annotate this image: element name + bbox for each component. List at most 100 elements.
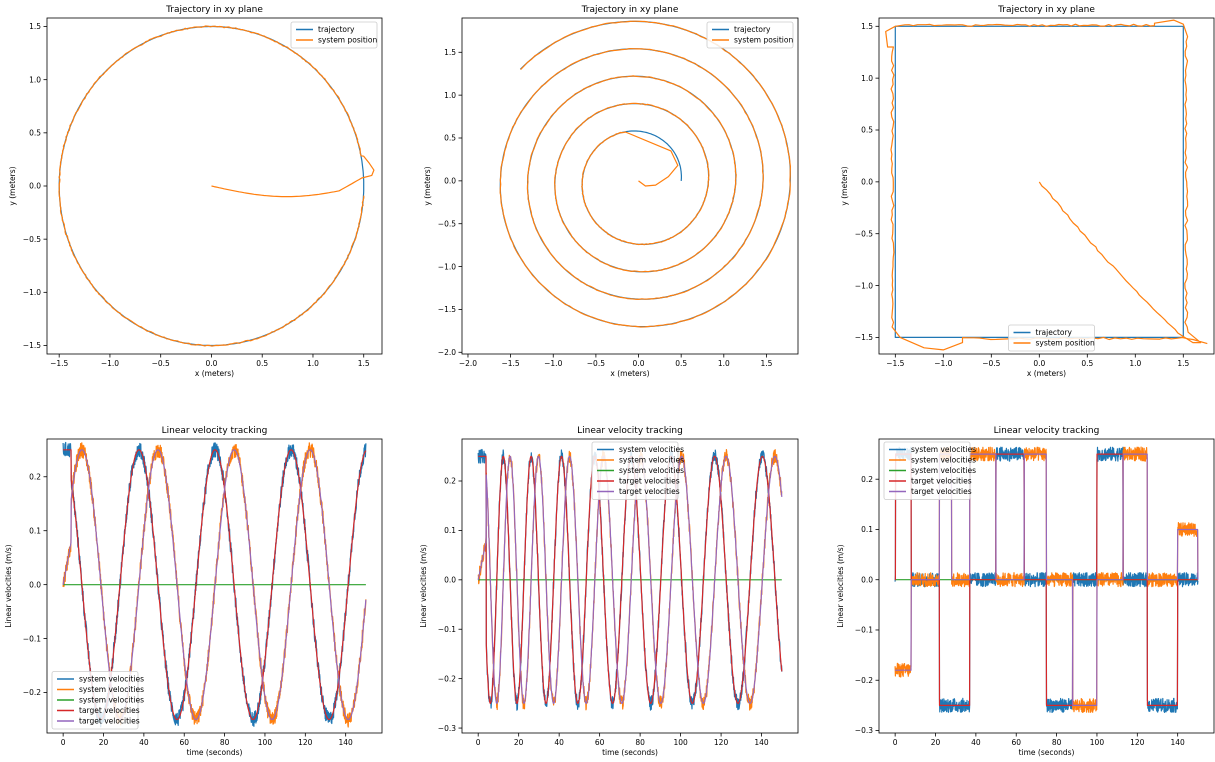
x-tick-label: 1.0 — [718, 359, 730, 368]
x-tick-label: 60 — [1011, 738, 1021, 747]
x-tick-label: 140 — [339, 738, 354, 747]
x-tick-label: 0.5 — [1081, 359, 1093, 368]
chart-panel-3: −1.5 −1.0 −0.5 0.0 0.5 1.0 1.5 −1.5 −1.0 −0.5 0.0 0… — [840, 5, 1215, 378]
y-axis-label: Linear velocities (m/s) — [4, 544, 13, 627]
legend-label: system velocities — [911, 456, 976, 465]
y-tick-label: 0.0 — [444, 576, 456, 585]
legend-label: target velocities — [911, 477, 972, 486]
plot-area — [885, 19, 1208, 351]
x-tick-label: 80 — [635, 738, 645, 747]
legend-label: trajectory — [1036, 328, 1073, 337]
trajectory-line — [499, 20, 791, 328]
y-tick-label: 1.0 — [29, 75, 41, 84]
legend-box — [591, 441, 679, 500]
y-tick-label: −0.1 — [855, 626, 873, 635]
plot-area — [499, 20, 791, 328]
x-tick-label: 120 — [1130, 738, 1145, 747]
y-tick-label: 0.1 — [444, 526, 456, 535]
target-velocities-line-1 — [894, 453, 1199, 706]
axes-frame — [461, 438, 799, 734]
x-tick-label: 0 — [893, 738, 898, 747]
trajectory-line — [58, 25, 365, 347]
legend-label: trajectory — [318, 25, 355, 34]
legend-label: system position — [734, 36, 793, 45]
plot-area — [58, 25, 375, 347]
y-tick-label: −0.2 — [438, 674, 456, 683]
y-tick-label: −1.5 — [23, 341, 41, 350]
legend-label: target velocities — [79, 706, 140, 715]
target-velocities-line-1 — [62, 449, 367, 721]
legend: trajectory system position — [1008, 324, 1095, 352]
y-tick-label: 0.5 — [29, 129, 41, 138]
chart-title: Trajectory in xy plane — [581, 5, 679, 15]
x-axis-label: x (meters) — [610, 369, 649, 378]
chart-title: Trajectory in xy plane — [997, 5, 1095, 15]
x-tick-label: 120 — [298, 738, 313, 747]
y-tick-label: −0.3 — [855, 726, 873, 735]
chart-title: Linear velocity tracking — [577, 426, 683, 436]
x-tick-label: 1.5 — [760, 359, 772, 368]
chart-panel-5: 0 20 40 60 80 100 120 140 −0.3 −0.2 −0.1 0.0 0.1 0.2 L… — [419, 426, 799, 757]
chart-panel-1: −1.5 −1.0 −0.5 0.0 0.5 1.0 1.5 −1.5 −1.0 −0.5 0.0 0… — [8, 5, 383, 378]
y-tick-label: −1.0 — [855, 281, 873, 290]
x-tick-label: 0.0 — [205, 359, 217, 368]
legend-label: target velocities — [911, 487, 972, 496]
x-tick-label: −1.5 — [501, 359, 519, 368]
legend-label: system velocities — [79, 696, 144, 705]
legend-label: system velocities — [79, 675, 144, 684]
x-tick-label: 0.0 — [1033, 359, 1045, 368]
target-velocities-line-2 — [477, 455, 783, 704]
x-tick-label: −1.5 — [886, 359, 904, 368]
y-tick-label: −1.0 — [438, 262, 456, 271]
legend: trajectory system position — [290, 21, 378, 49]
y-tick-label: 1.0 — [861, 74, 873, 83]
y-tick-label: −0.5 — [855, 229, 873, 238]
y-tick-label: −1.5 — [855, 333, 873, 342]
y-tick-label: 1.0 — [444, 91, 456, 100]
legend-label: system position — [318, 36, 377, 45]
x-tick-label: 1.5 — [1177, 359, 1189, 368]
x-tick-label: 40 — [139, 738, 149, 747]
x-axis-label: x (meters) — [195, 369, 234, 378]
trajectory-line — [894, 25, 1184, 338]
y-tick-label: −0.2 — [855, 676, 873, 685]
x-tick-label: 140 — [1171, 738, 1186, 747]
x-tick-label: 40 — [971, 738, 981, 747]
y-tick-label: 0.2 — [861, 475, 873, 484]
x-tick-label: −1.0 — [934, 359, 952, 368]
legend-label: system velocities — [911, 445, 976, 454]
x-tick-label: 60 — [179, 738, 189, 747]
x-tick-label: 0 — [476, 738, 481, 747]
x-tick-label: 0.5 — [675, 359, 687, 368]
x-tick-label: 20 — [514, 738, 524, 747]
x-tick-label: −1.0 — [544, 359, 562, 368]
y-tick-label: 0.0 — [861, 178, 873, 187]
system-position-line — [499, 20, 791, 328]
y-tick-label: 0.0 — [861, 575, 873, 584]
y-axis-label: y (meters) — [840, 166, 849, 205]
legend-label: system velocities — [619, 466, 684, 475]
x-tick-label: 80 — [1052, 738, 1062, 747]
x-tick-label: 100 — [1090, 738, 1105, 747]
x-axis-label: time (seconds) — [187, 748, 243, 757]
y-tick-label: −0.3 — [438, 724, 456, 733]
legend-label: system velocities — [619, 445, 684, 454]
y-axis-label: y (meters) — [423, 166, 432, 205]
y-tick-label: −0.1 — [438, 625, 456, 634]
x-tick-label: 1.0 — [307, 359, 319, 368]
legend: trajectory system position — [706, 21, 794, 49]
chart-title: Linear velocity tracking — [994, 426, 1100, 436]
x-tick-label: 1.0 — [1129, 359, 1141, 368]
legend-box — [290, 21, 378, 49]
y-axis-label: Linear velocities (m/s) — [419, 544, 428, 627]
y-tick-label: 1.5 — [29, 22, 41, 31]
y-tick-label: 0.5 — [861, 126, 873, 135]
x-tick-label: −1.0 — [101, 359, 119, 368]
x-axis-label: x (meters) — [1027, 369, 1066, 378]
system-position-line — [58, 25, 375, 347]
legend-box — [706, 21, 794, 49]
x-tick-label: −0.5 — [587, 359, 605, 368]
